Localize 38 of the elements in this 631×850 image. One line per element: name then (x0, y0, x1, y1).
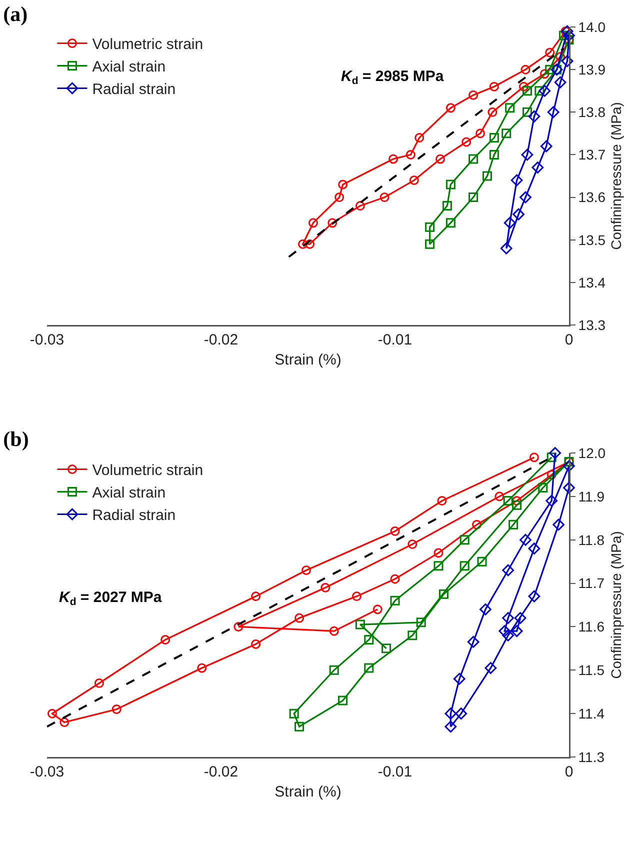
y-tick-label: 11.6 (578, 618, 605, 635)
x-axis-title: Strain (%) (274, 783, 342, 800)
y-tick-label: 11.4 (578, 705, 605, 722)
y-tick-label: 13.4 (578, 274, 606, 290)
chart-title: (a) (3, 2, 28, 26)
legend-label: Axial strain (92, 58, 166, 76)
legend-label: Volumetric strain (92, 462, 204, 480)
x-axis-title: Strain (%) (274, 351, 342, 368)
x-tick-label: -0.03 (30, 332, 64, 348)
y-tick-label: 11.7 (578, 575, 605, 592)
annotation: K$_{d}$ = 2027 MPa (59, 589, 162, 608)
x-tick-label: 0 (564, 332, 574, 348)
y-tick-label: 13.7 (578, 146, 606, 163)
legend-label: Volumetric strain (92, 36, 204, 54)
y-tick-label: 14.0 (578, 18, 606, 35)
legend-label: Radial strain (92, 81, 176, 98)
x-tick-label: -0.02 (204, 764, 238, 780)
y-tick-label: 11.8 (578, 532, 605, 548)
x-tick-label: -0.01 (378, 764, 412, 780)
y-tick-label: 13.3 (578, 316, 606, 333)
x-tick-label: -0.01 (378, 332, 412, 348)
y-tick-label: 12.0 (578, 444, 606, 461)
annotation: K$_{d}$ = 2985 MPa (341, 68, 444, 88)
y-tick-label: 11.9 (578, 488, 605, 504)
chart-title: (b) (3, 427, 29, 452)
legend-label: Axial strain (92, 484, 166, 502)
y-tick-label: 13.8 (578, 104, 606, 120)
y-tick-label: 13.6 (578, 189, 606, 206)
legend-label: Radial strain (92, 507, 176, 524)
x-tick-label: -0.02 (204, 332, 238, 348)
y-tick-label: 11.5 (578, 662, 605, 678)
y-tick-label: 13.9 (578, 61, 606, 78)
x-tick-label: 0 (564, 764, 574, 780)
x-tick-label: -0.03 (30, 764, 64, 780)
y-tick-label: 13.5 (578, 232, 606, 248)
y-tick-label: 11.3 (578, 748, 605, 765)
y-axis-title: Confininpressure (MPa) (608, 102, 624, 250)
y-axis-title: Confininpressure (MPa) (608, 531, 624, 679)
